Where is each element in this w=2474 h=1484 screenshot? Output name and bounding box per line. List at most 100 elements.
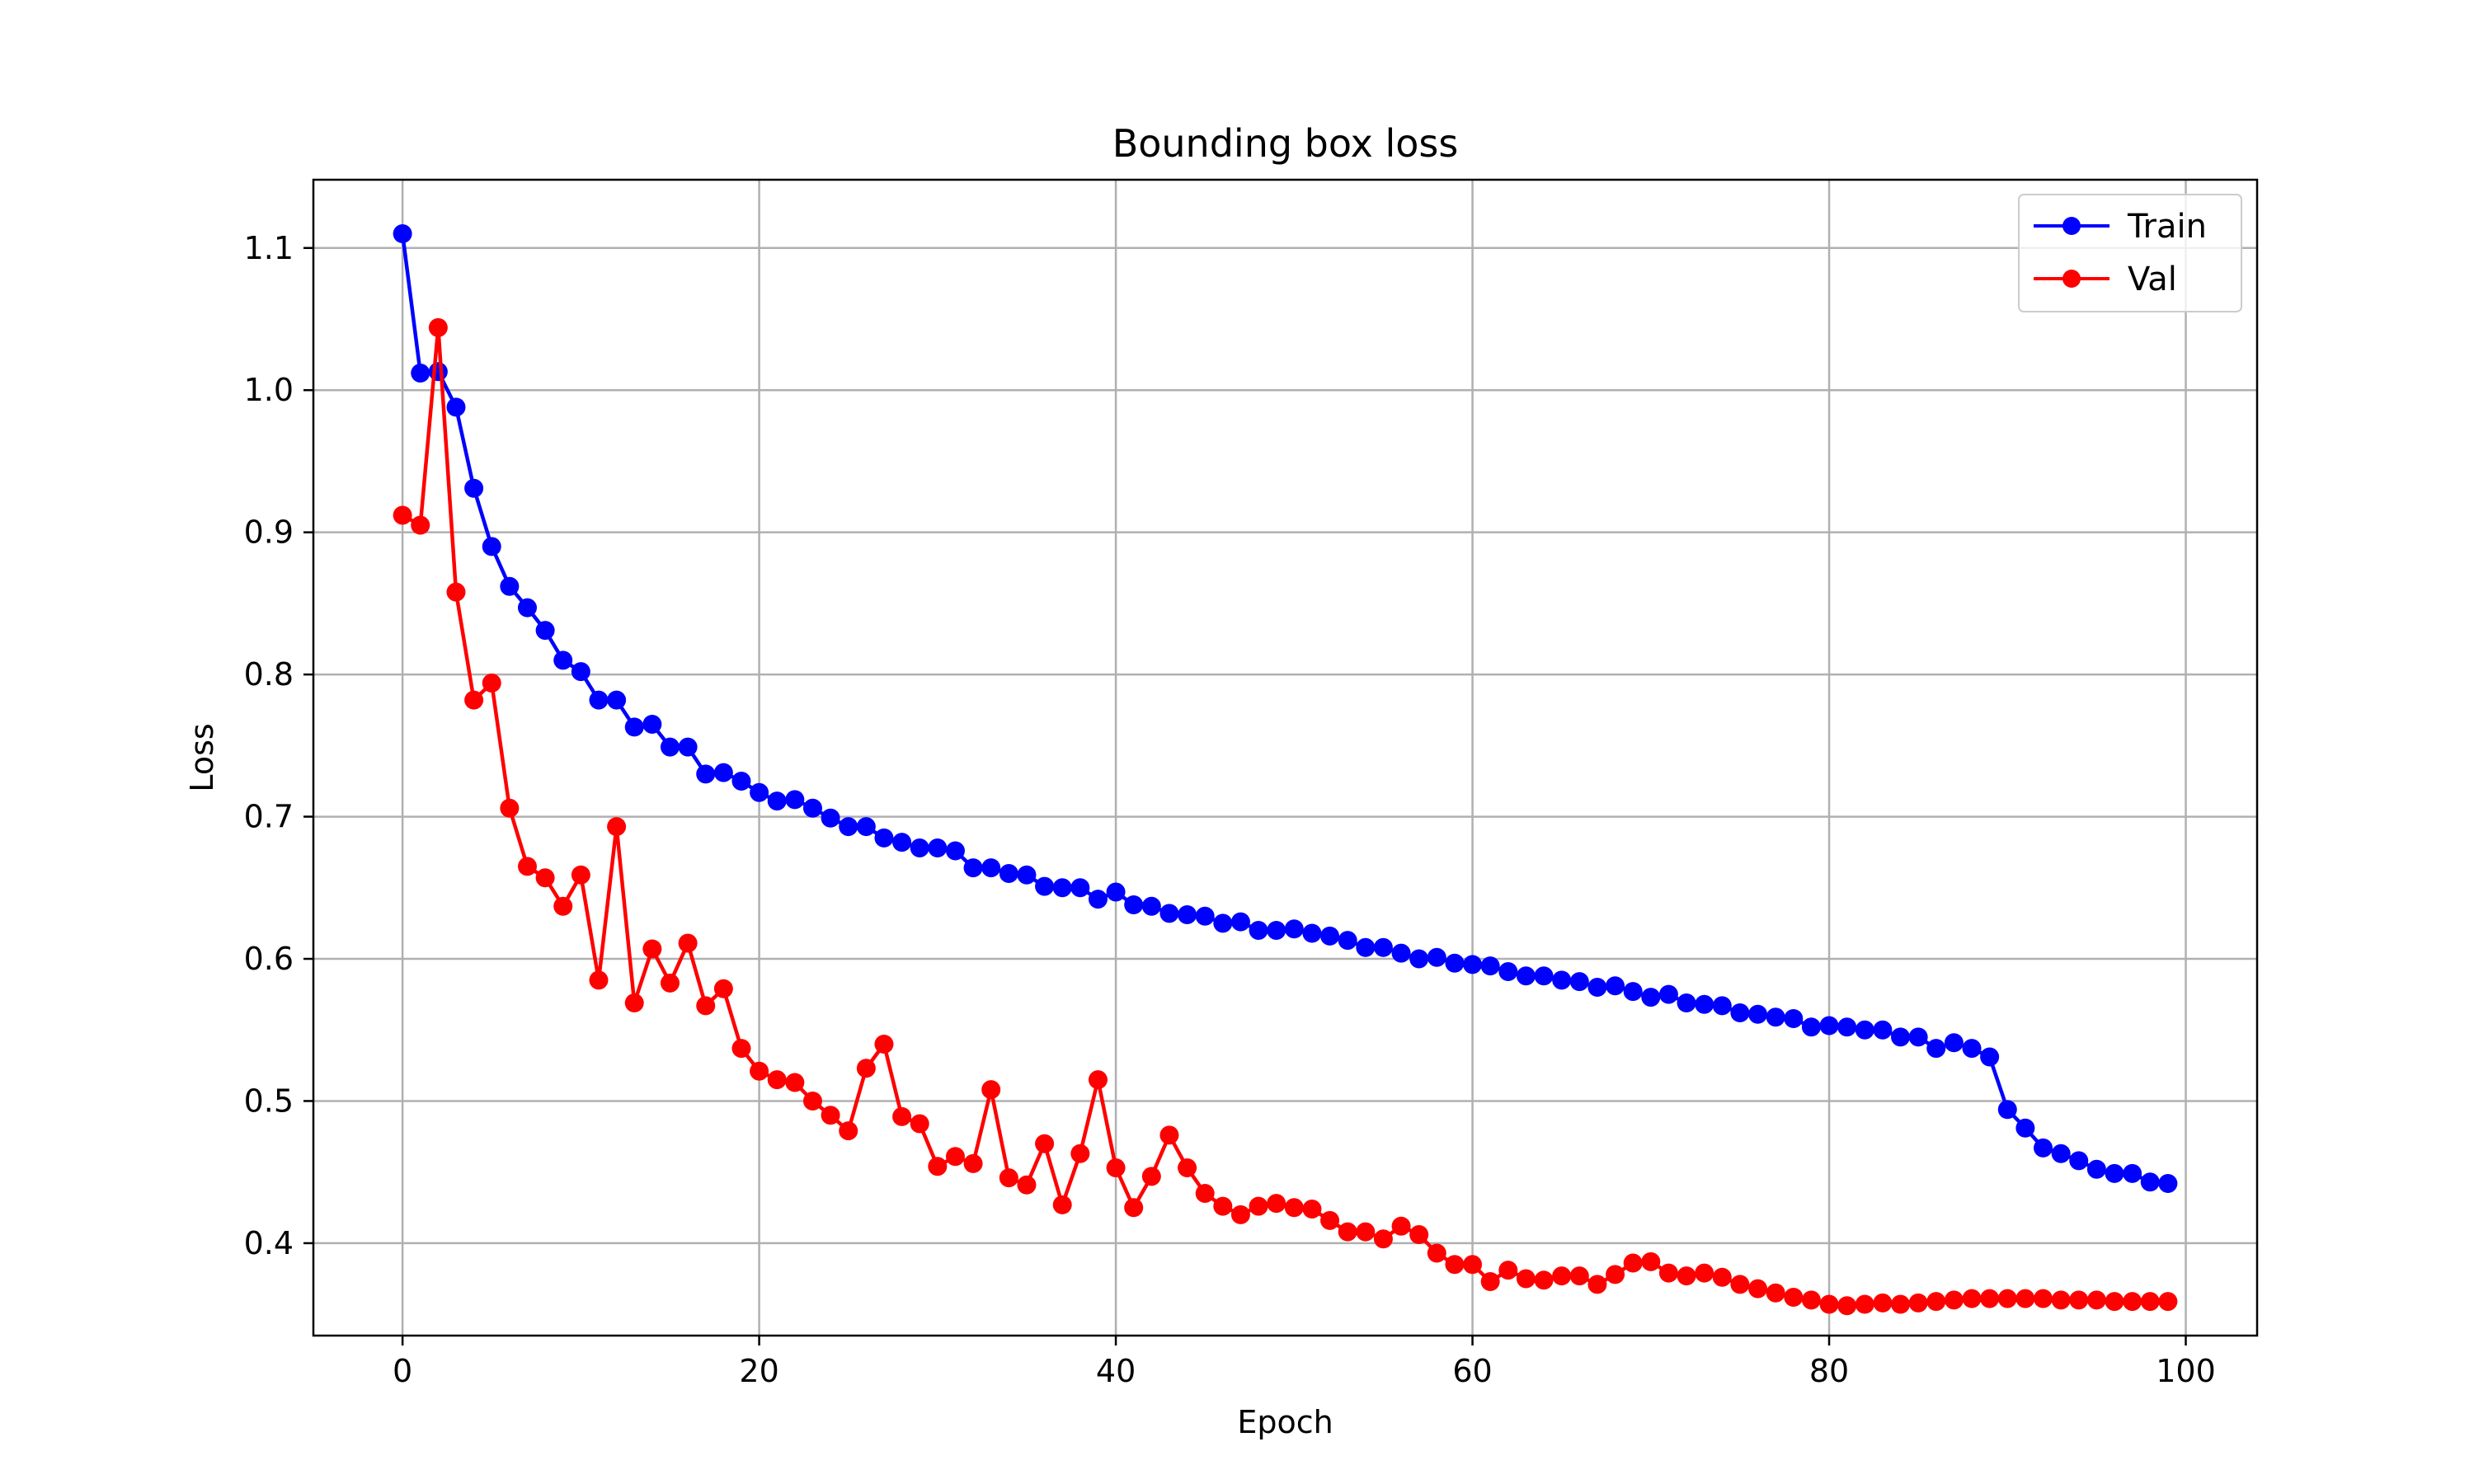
data-point-train bbox=[1035, 876, 1055, 896]
data-point-train bbox=[1516, 966, 1536, 986]
data-point-val bbox=[1070, 1144, 1090, 1163]
data-point-val bbox=[1516, 1269, 1536, 1289]
data-point-val bbox=[910, 1114, 929, 1134]
x-axis-label: Epoch bbox=[1237, 1404, 1333, 1440]
data-point-train bbox=[1748, 1004, 1768, 1024]
data-point-val bbox=[1552, 1266, 1572, 1286]
y-tick-label: 1.1 bbox=[244, 230, 294, 266]
data-point-val bbox=[1712, 1267, 1732, 1287]
data-point-val bbox=[1213, 1196, 1233, 1216]
data-point-train bbox=[1677, 993, 1696, 1012]
y-tick-label: 1.0 bbox=[244, 372, 294, 408]
data-point-train bbox=[1124, 895, 1144, 914]
data-point-train bbox=[1855, 1020, 1874, 1040]
data-point-val bbox=[1088, 1070, 1108, 1090]
data-point-train bbox=[999, 864, 1018, 884]
data-point-val bbox=[464, 690, 484, 710]
data-point-val bbox=[553, 896, 573, 916]
data-point-val bbox=[589, 970, 609, 990]
data-point-train bbox=[2158, 1173, 2178, 1193]
data-point-train bbox=[1837, 1017, 1857, 1037]
legend-label-train: Train bbox=[2127, 208, 2207, 246]
data-point-train bbox=[535, 621, 555, 641]
data-point-val bbox=[963, 1153, 983, 1173]
data-point-val bbox=[1980, 1289, 2000, 1308]
data-point-val bbox=[1855, 1294, 1874, 1314]
data-point-val bbox=[1569, 1266, 1589, 1286]
legend-label-val: Val bbox=[2128, 261, 2177, 298]
data-point-train bbox=[607, 690, 627, 710]
data-point-train bbox=[1552, 970, 1572, 990]
data-point-train bbox=[1997, 1100, 2017, 1120]
data-point-train bbox=[1606, 976, 1625, 996]
data-point-train bbox=[892, 833, 912, 852]
data-point-val bbox=[1695, 1263, 1714, 1283]
axis-ticks: 0 20 40 60 80 100 0.4 0.5 0.6 0.7 0.8 0.9 1.0 1.1 bbox=[244, 230, 2216, 1389]
y-tick-label: 0.9 bbox=[244, 514, 294, 551]
data-point-train bbox=[1695, 994, 1714, 1014]
data-point-train bbox=[910, 838, 929, 857]
data-point-train bbox=[981, 858, 1001, 878]
y-tick-label: 0.6 bbox=[244, 941, 294, 977]
data-point-train bbox=[1230, 912, 1250, 932]
data-point-train bbox=[446, 397, 466, 417]
data-point-val bbox=[767, 1070, 787, 1090]
data-point-val bbox=[660, 973, 680, 993]
data-point-val bbox=[1141, 1167, 1161, 1186]
data-point-val bbox=[1766, 1283, 1785, 1303]
data-point-val bbox=[393, 505, 412, 525]
y-tick-label: 0.8 bbox=[244, 656, 294, 693]
data-point-train bbox=[1569, 972, 1589, 992]
data-point-val bbox=[517, 857, 537, 876]
data-point-train bbox=[1213, 913, 1233, 933]
data-point-val bbox=[1463, 1255, 1483, 1275]
data-point-val bbox=[1891, 1294, 1911, 1314]
data-point-train bbox=[571, 662, 590, 682]
data-point-val bbox=[1230, 1205, 1250, 1224]
data-point-val bbox=[1249, 1196, 1268, 1216]
data-point-train bbox=[642, 714, 662, 734]
data-point-val bbox=[1178, 1158, 1197, 1178]
y-tick-label: 0.5 bbox=[244, 1082, 294, 1119]
data-point-train bbox=[1052, 878, 1072, 898]
data-point-train bbox=[393, 224, 412, 244]
data-point-val bbox=[1320, 1210, 1340, 1230]
data-point-train bbox=[1819, 1016, 1839, 1036]
data-point-val bbox=[802, 1091, 822, 1111]
data-point-train bbox=[1980, 1047, 2000, 1067]
data-point-train bbox=[589, 690, 609, 710]
data-point-val bbox=[1641, 1252, 1661, 1271]
data-point-val bbox=[2086, 1290, 2106, 1310]
data-point-val bbox=[1997, 1289, 2017, 1308]
data-point-val bbox=[2015, 1289, 2035, 1308]
data-point-train bbox=[1391, 943, 1411, 963]
data-point-val bbox=[856, 1059, 876, 1078]
data-point-val bbox=[2105, 1292, 2124, 1312]
data-point-val bbox=[1017, 1175, 1037, 1195]
data-point-val bbox=[731, 1039, 751, 1059]
data-point-val bbox=[1052, 1195, 1072, 1214]
data-point-val bbox=[1427, 1243, 1446, 1263]
data-point-train bbox=[624, 717, 644, 737]
data-point-train bbox=[1784, 1008, 1804, 1028]
x-tick-label: 0 bbox=[393, 1353, 412, 1389]
data-point-val bbox=[1801, 1290, 1821, 1310]
data-point-train bbox=[1926, 1039, 1946, 1059]
data-point-val bbox=[1373, 1229, 1393, 1249]
data-point-val bbox=[696, 996, 716, 1016]
data-point-train bbox=[1088, 890, 1108, 909]
data-point-val bbox=[624, 993, 644, 1012]
data-point-train bbox=[856, 817, 876, 837]
data-point-train bbox=[750, 782, 769, 802]
data-point-train bbox=[1801, 1017, 1821, 1037]
data-point-train bbox=[1267, 921, 1286, 941]
grid-lines bbox=[313, 180, 2257, 1336]
data-point-train bbox=[1534, 966, 1554, 986]
data-point-train bbox=[945, 841, 965, 861]
data-point-train bbox=[1017, 865, 1037, 885]
data-point-train bbox=[767, 791, 787, 811]
data-point-val bbox=[1284, 1198, 1304, 1218]
x-tick-label: 60 bbox=[1452, 1353, 1492, 1389]
data-point-val bbox=[2034, 1289, 2053, 1308]
